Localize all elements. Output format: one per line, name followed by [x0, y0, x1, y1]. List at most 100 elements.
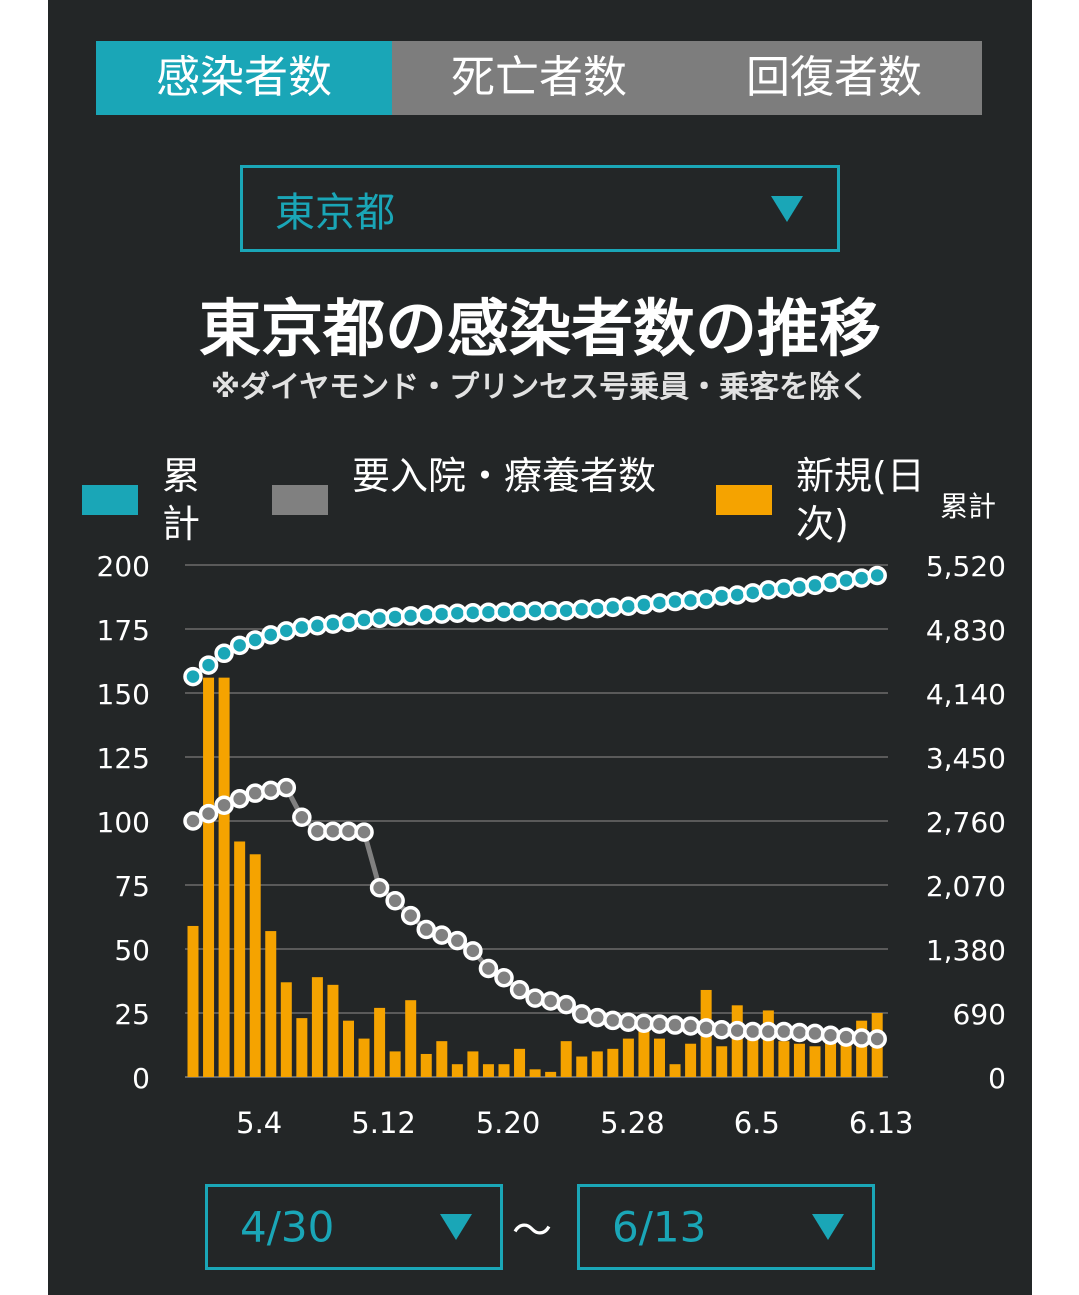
bar-new-daily	[591, 1051, 603, 1077]
point-cumulative	[634, 595, 654, 615]
point-cumulative	[276, 621, 297, 641]
tab-infections[interactable]: 感染者数	[96, 41, 392, 115]
bar-new-daily	[762, 1010, 774, 1077]
bar-new-daily	[203, 677, 215, 1077]
bar-new-daily	[389, 1051, 401, 1077]
bar-new-daily	[405, 1000, 417, 1077]
tab-deaths[interactable]: 死亡者数	[451, 52, 627, 103]
point-cumulative	[851, 568, 872, 588]
legend-swatch-hospitalized	[272, 485, 328, 515]
date-range-separator: 〜	[512, 1208, 552, 1254]
legend-label-cumulative: 累計	[162, 454, 201, 546]
point-cumulative	[261, 625, 281, 645]
dropdown-triangle-icon	[771, 195, 803, 222]
bar-new-daily	[234, 841, 246, 1077]
bar-new-daily	[514, 1048, 526, 1077]
bar-new-daily	[840, 1030, 852, 1077]
x-tick-label: 5.28	[600, 1106, 665, 1140]
point-cumulative	[369, 608, 390, 629]
bar-new-daily	[793, 1043, 805, 1077]
y-right-tick-label: 4,830	[926, 614, 1006, 647]
point-hospitalized	[618, 1012, 639, 1033]
bar-new-daily	[607, 1048, 619, 1077]
point-hospitalized	[478, 958, 499, 979]
point-cumulative	[820, 572, 841, 593]
legend-label-new-daily: 新規(日次)	[796, 454, 925, 546]
bar-new-daily	[358, 1038, 370, 1077]
point-cumulative	[805, 575, 825, 596]
point-hospitalized	[463, 941, 483, 961]
point-hospitalized	[587, 1007, 608, 1028]
point-hospitalized	[276, 777, 297, 798]
point-hospitalized	[323, 821, 343, 841]
point-hospitalized	[696, 1018, 716, 1038]
y-left-tick-label: 25	[114, 998, 150, 1031]
point-cumulative	[509, 601, 530, 622]
point-hospitalized	[214, 795, 234, 815]
y-left-tick-label: 75	[114, 870, 150, 903]
point-cumulative	[323, 614, 343, 634]
y-right-tick-label: 0	[988, 1062, 1006, 1095]
y-left-tick-label: 175	[97, 614, 150, 647]
app-panel	[48, 0, 1032, 1295]
point-hospitalized	[198, 803, 219, 824]
point-hospitalized	[400, 905, 421, 926]
date-to-value: 6/13	[612, 1202, 707, 1252]
point-hospitalized	[758, 1021, 779, 1042]
point-cumulative	[416, 605, 436, 625]
point-hospitalized	[369, 878, 390, 898]
date-from-dropdown[interactable]: 4/30	[205, 1184, 503, 1270]
bar-new-daily	[856, 1020, 868, 1077]
point-cumulative	[478, 602, 499, 622]
right-axis-title: 累計	[940, 490, 997, 523]
date-from-value: 4/30	[240, 1202, 335, 1252]
tab-recoveries[interactable]: 回復者数	[746, 52, 922, 103]
point-hospitalized	[292, 807, 312, 828]
point-hospitalized	[851, 1028, 872, 1048]
point-hospitalized	[385, 891, 405, 911]
prefecture-dropdown[interactable]: 東京都	[240, 165, 840, 252]
metric-tabs: 感染者数 死亡者数 回復者数	[96, 41, 982, 115]
point-cumulative	[183, 666, 203, 687]
bar-new-daily	[265, 931, 277, 1077]
bar-new-daily	[654, 1038, 665, 1077]
point-hospitalized	[805, 1023, 825, 1044]
point-hospitalized	[743, 1021, 763, 1042]
bar-new-daily	[560, 1041, 572, 1077]
y-right-tick-label: 690	[953, 998, 1006, 1031]
point-hospitalized	[183, 811, 203, 831]
point-cumulative	[432, 604, 452, 624]
point-cumulative	[463, 603, 483, 623]
bar-new-daily	[311, 977, 323, 1077]
point-cumulative	[649, 593, 670, 613]
point-hospitalized	[432, 925, 452, 945]
point-cumulative	[354, 610, 374, 630]
y-right-tick-label: 2,760	[926, 806, 1006, 839]
y-left-tick-label: 150	[97, 678, 150, 711]
bar-new-daily	[747, 1025, 759, 1077]
point-hospitalized	[307, 821, 328, 841]
chart-title: 東京都の感染者数の推移	[198, 292, 881, 365]
point-hospitalized	[540, 991, 561, 1011]
point-cumulative	[758, 580, 779, 600]
bar-new-daily	[451, 1064, 463, 1077]
point-hospitalized	[261, 780, 281, 801]
legend-label-hospitalized: 要入院・療養者数	[352, 454, 657, 498]
bar-new-daily	[467, 1051, 479, 1077]
point-cumulative	[292, 617, 312, 638]
dropdown-triangle-icon	[812, 1214, 844, 1240]
point-cumulative	[400, 606, 421, 626]
date-to-dropdown[interactable]: 6/13	[577, 1184, 875, 1270]
point-hospitalized	[634, 1013, 654, 1033]
bar-new-daily	[280, 982, 292, 1077]
y-right-tick-label: 2,070	[926, 870, 1006, 903]
point-hospitalized	[603, 1010, 623, 1031]
y-right-tick-label: 5,520	[926, 550, 1006, 583]
point-cumulative	[711, 586, 732, 606]
point-cumulative	[198, 655, 219, 675]
bar-new-daily	[436, 1041, 448, 1077]
point-cumulative	[572, 599, 592, 619]
point-cumulative	[525, 601, 545, 621]
bar-new-daily	[716, 1046, 728, 1077]
x-tick-label: 6.13	[849, 1106, 914, 1140]
